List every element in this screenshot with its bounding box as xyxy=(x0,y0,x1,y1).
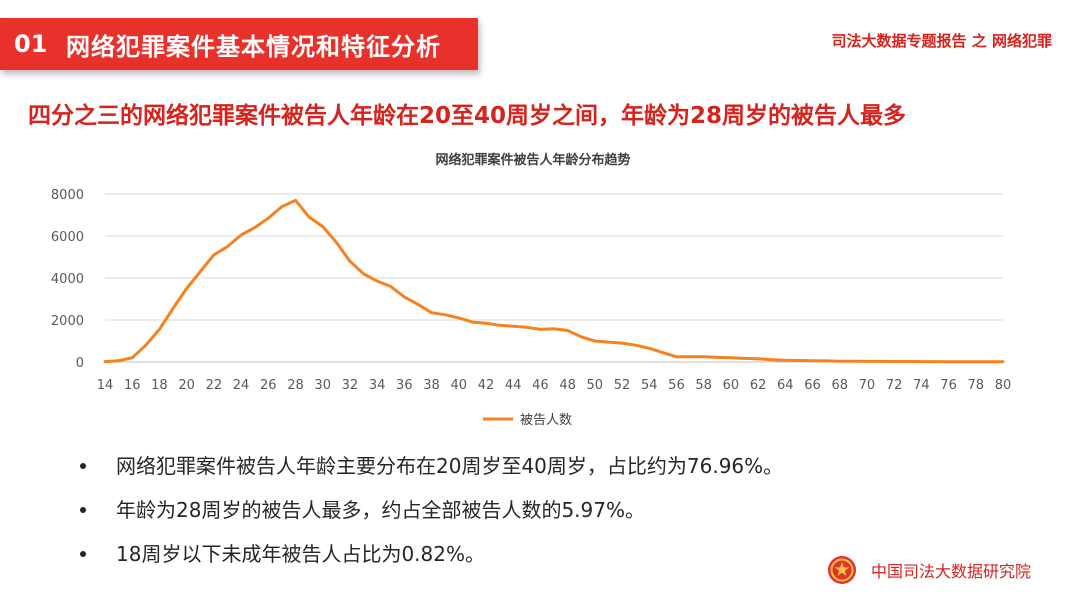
age-distribution-chart: 网络犯罪案件被告人年龄分布趋势 0 2000 4000 6000 8000 14 16 18… xyxy=(51,152,1012,428)
y-tick-label: 6000 xyxy=(51,230,84,245)
x-tick-label: 46 xyxy=(532,378,549,393)
series-layer xyxy=(103,198,1005,364)
bullet-text: 年龄为28周岁的被告人最多，约占全部被告人数的5.97%。 xyxy=(116,498,645,522)
x-tick-label: 80 xyxy=(995,378,1012,393)
section-banner: 01 网络犯罪案件基本情况和特征分析 xyxy=(0,18,478,70)
y-tick-label: 8000 xyxy=(51,188,84,203)
bullet-text: 18周岁以下未成年被告人占比为0.82%。 xyxy=(116,542,485,566)
bullet-dot-icon xyxy=(80,551,86,557)
x-tick-label: 68 xyxy=(831,378,848,393)
x-tick-label: 24 xyxy=(233,378,250,393)
footer-brand: 中国司法大数据研究院 xyxy=(827,555,1031,585)
x-tick-label: 70 xyxy=(859,378,876,393)
x-tick-label: 74 xyxy=(913,378,930,393)
x-tick-label: 16 xyxy=(124,378,141,393)
section-number: 01 xyxy=(14,30,48,58)
x-tick-label: 52 xyxy=(614,378,631,393)
bullet-dot-icon xyxy=(80,463,86,469)
x-tick-label: 50 xyxy=(587,378,604,393)
legend: 被告人数 xyxy=(483,413,572,428)
report-label: 司法大数据专题报告 之 网络犯罪 xyxy=(831,32,1052,50)
legend-label: 被告人数 xyxy=(520,413,572,428)
x-tick-label: 64 xyxy=(777,378,794,393)
x-tick-label: 44 xyxy=(505,378,522,393)
headline: 四分之三的网络犯罪案件被告人年龄在20至40周岁之间，年龄为28周岁的被告人最多 xyxy=(28,103,907,129)
x-tick-label: 32 xyxy=(342,378,359,393)
x-tick-label: 30 xyxy=(314,378,331,393)
y-tick-label: 0 xyxy=(76,356,84,371)
x-tick-label: 78 xyxy=(968,378,985,393)
x-tick-label: 54 xyxy=(641,378,658,393)
x-tick-label: 72 xyxy=(886,378,903,393)
x-tick-label: 20 xyxy=(178,378,195,393)
x-tick-label: 62 xyxy=(750,378,767,393)
x-tick-label: 36 xyxy=(396,378,413,393)
bullet-item: 年龄为28周岁的被告人最多，约占全部被告人数的5.97%。 xyxy=(80,492,783,536)
x-axis-ticks: 14 16 18 20 22 24 26 28 30 32 34 36 38 40 42 44 46 48 50 52… xyxy=(97,378,1012,393)
x-tick-label: 56 xyxy=(668,378,685,393)
national-emblem-icon xyxy=(828,556,856,584)
gridlines xyxy=(105,193,1003,363)
x-tick-label: 60 xyxy=(723,378,740,393)
y-tick-label: 4000 xyxy=(51,272,84,287)
x-tick-label: 34 xyxy=(369,378,386,393)
y-axis-ticks: 0 2000 4000 6000 8000 xyxy=(51,188,84,371)
series-line xyxy=(103,198,1005,364)
bullet-item: 网络犯罪案件被告人年龄主要分布在20周岁至40周岁，占比约为76.96%。 xyxy=(80,448,784,492)
chart-title: 网络犯罪案件被告人年龄分布趋势 xyxy=(435,152,630,168)
x-tick-label: 28 xyxy=(287,378,304,393)
x-tick-label: 14 xyxy=(97,378,114,393)
x-tick-label: 38 xyxy=(423,378,440,393)
x-tick-label: 22 xyxy=(206,378,223,393)
x-tick-label: 26 xyxy=(260,378,277,393)
x-tick-label: 18 xyxy=(151,378,168,393)
x-tick-label: 40 xyxy=(450,378,467,393)
bullet-dot-icon xyxy=(80,507,86,513)
x-tick-label: 76 xyxy=(940,378,957,393)
bullet-text: 网络犯罪案件被告人年龄主要分布在20周岁至40周岁，占比约为76.96%。 xyxy=(116,454,784,478)
x-tick-label: 48 xyxy=(559,378,576,393)
x-tick-label: 58 xyxy=(695,378,712,393)
y-tick-label: 2000 xyxy=(51,314,84,329)
bullet-item: 18周岁以下未成年被告人占比为0.82%。 xyxy=(80,536,783,580)
bullet-list: 网络犯罪案件被告人年龄主要分布在20周岁至40周岁，占比约为76.96%。 年龄… xyxy=(80,448,784,580)
section-title: 网络犯罪案件基本情况和特征分析 xyxy=(66,32,441,61)
x-tick-label: 42 xyxy=(478,378,495,393)
x-tick-label: 66 xyxy=(804,378,821,393)
brand-name: 中国司法大数据研究院 xyxy=(871,562,1032,581)
